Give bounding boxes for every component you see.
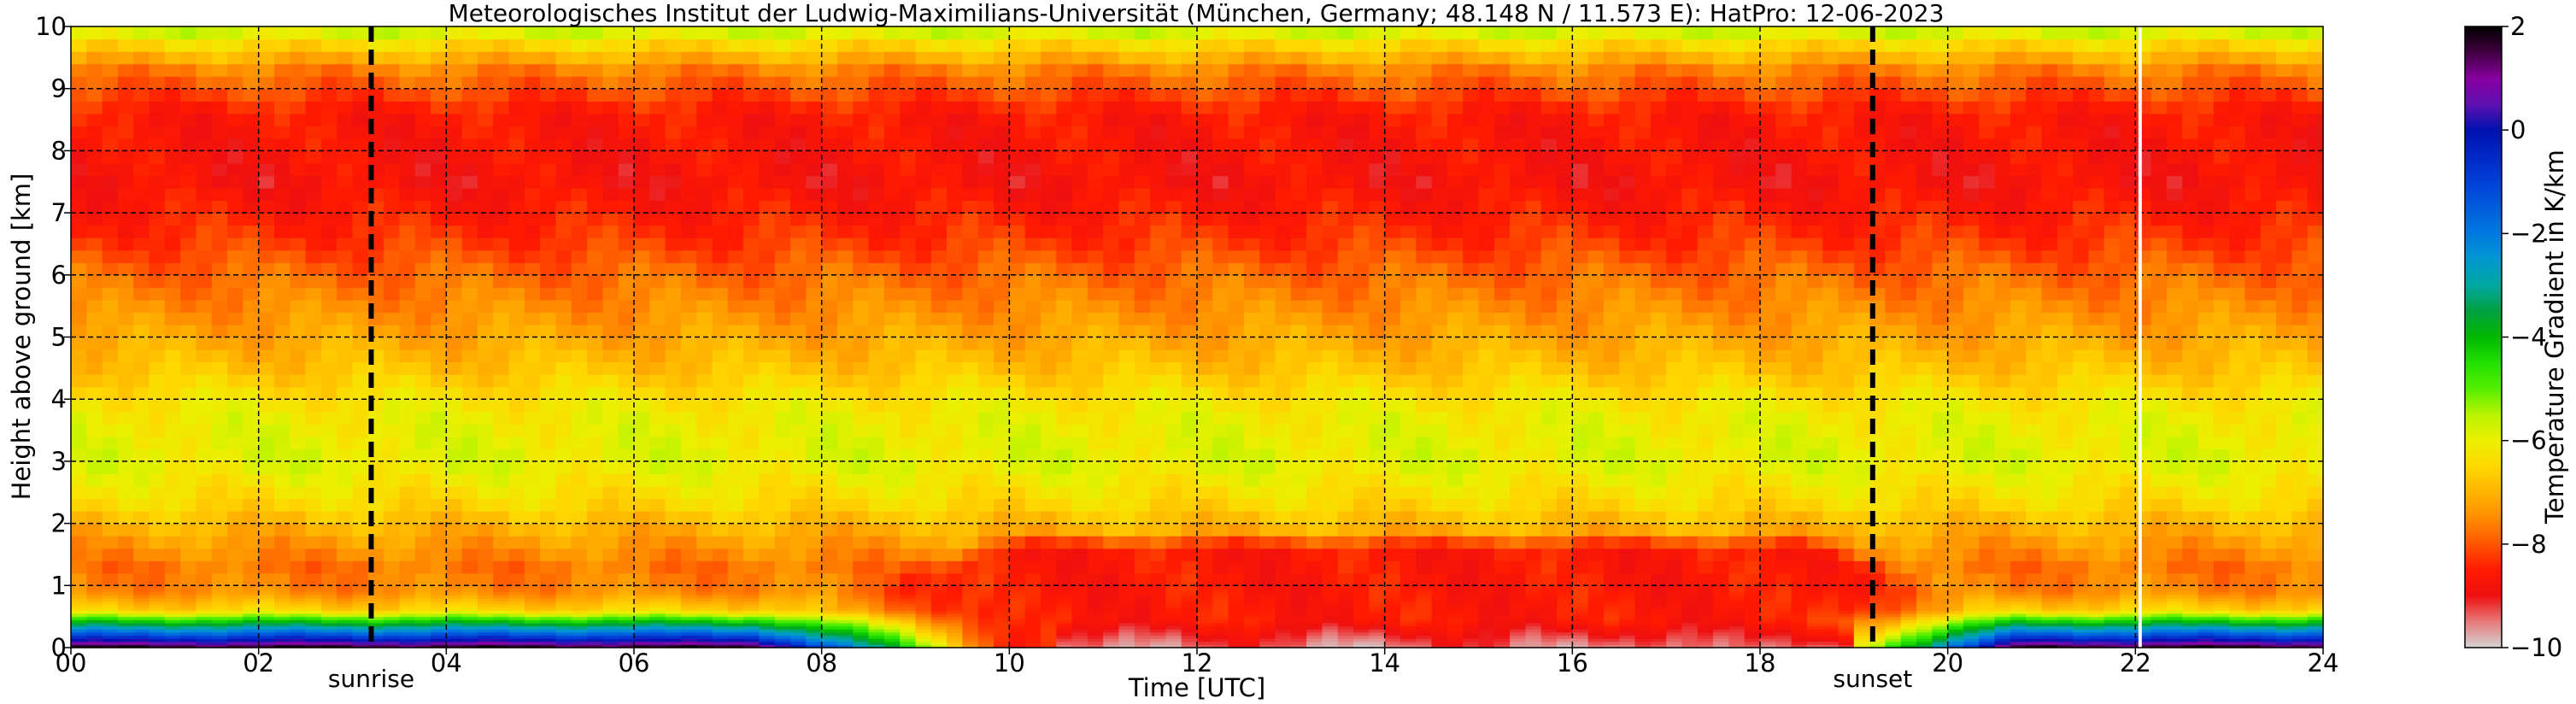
colorbar-tick-label: 0 bbox=[2510, 115, 2526, 144]
colorbar-tick-label: −2 bbox=[2510, 219, 2547, 248]
y-tick-label: 0 bbox=[51, 633, 67, 662]
colorbar: 2 0 −2 −4 −6 −8 −10 Temperature Gradient in K/… bbox=[2464, 12, 2569, 662]
y-axis: 0 1 2 3 4 5 6 7 8 9 10 bbox=[35, 12, 71, 662]
x-tick-label: 08 bbox=[806, 648, 837, 678]
chart-title: Meteorologisches Institut der Ludwig-Max… bbox=[449, 0, 1945, 27]
x-tick-label: 24 bbox=[2308, 648, 2339, 678]
y-tick-label: 9 bbox=[51, 74, 67, 103]
x-tick-label: 16 bbox=[1557, 648, 1588, 678]
heatmap-cells bbox=[71, 26, 2324, 648]
x-tick-label: 00 bbox=[56, 648, 87, 678]
event-lines bbox=[368, 26, 2142, 648]
x-tick-label: 06 bbox=[619, 648, 650, 678]
y-tick-label: 8 bbox=[51, 136, 67, 165]
x-axis-label: Time [UTC] bbox=[1128, 673, 1265, 702]
colorbar-ticks: 2 0 −2 −4 −6 −8 −10 bbox=[2502, 12, 2562, 662]
y-tick-label: 10 bbox=[35, 12, 67, 41]
annotation-label-sunrise: sunrise bbox=[328, 665, 414, 693]
colorbar-tick-label: 2 bbox=[2510, 12, 2526, 41]
colorbar-tick-label: −6 bbox=[2510, 426, 2547, 455]
colorbar-tick-label: −10 bbox=[2510, 633, 2562, 662]
grid-lines bbox=[71, 26, 2323, 648]
annotation-label-sunset: sunset bbox=[1833, 665, 1912, 693]
y-tick-label: 3 bbox=[51, 447, 67, 476]
plot-area bbox=[70, 26, 2324, 648]
y-tick-label: 4 bbox=[51, 384, 67, 414]
x-tick-label: 22 bbox=[2120, 648, 2151, 678]
y-tick-label: 1 bbox=[51, 571, 67, 600]
x-tick-label: 02 bbox=[243, 648, 274, 678]
x-axis: 00 02 04 06 08 10 12 14 16 18 20 22 24 bbox=[56, 648, 2339, 678]
x-tick-label: 04 bbox=[431, 648, 462, 678]
y-axis-label: Height above ground [km] bbox=[7, 173, 36, 501]
x-tick-label: 14 bbox=[1369, 648, 1400, 678]
x-tick-label: 12 bbox=[1182, 648, 1213, 678]
y-tick-label: 2 bbox=[51, 509, 67, 538]
x-tick-label: 10 bbox=[994, 648, 1025, 678]
colorbar-scale bbox=[2464, 26, 2503, 648]
x-tick-label: 18 bbox=[1745, 648, 1776, 678]
y-tick-label: 5 bbox=[51, 323, 67, 352]
x-tick-label: 20 bbox=[1932, 648, 1963, 678]
y-tick-label: 7 bbox=[51, 198, 67, 227]
colorbar-tick-label: −8 bbox=[2510, 530, 2547, 559]
colorbar-label: Temperature Gradient in K/km bbox=[2540, 150, 2569, 525]
colorbar-tick-label: −4 bbox=[2510, 323, 2547, 352]
annotations: sunrise sunset bbox=[328, 665, 1912, 693]
y-tick-label: 6 bbox=[51, 261, 67, 290]
